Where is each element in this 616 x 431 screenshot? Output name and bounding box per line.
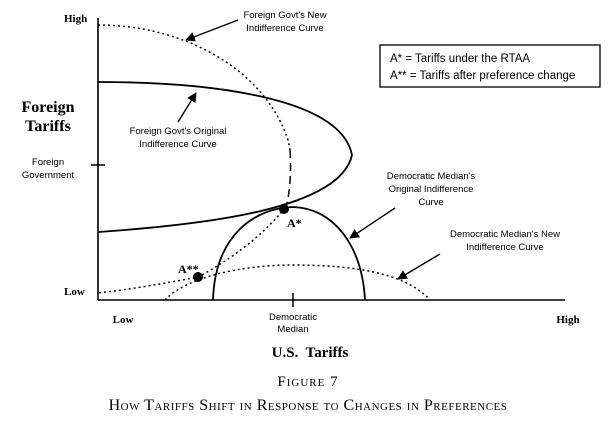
label-democratic-original-line-1: Democratic Median's	[387, 171, 476, 182]
label-foreign-new-line-1: Foreign Govt's New	[243, 10, 326, 21]
label-democratic-new-line-1: Democratic Median's New	[450, 229, 560, 240]
y-axis-tick-foreign-government-line-1: Foreign	[32, 157, 64, 168]
democratic-original-indifference-curve	[212, 206, 366, 301]
label-democratic-new-line-2: Indifference Curve	[466, 242, 543, 253]
arrow-foreign-new	[185, 19, 239, 42]
x-axis-tick-democratic-median-line-1: Democratic	[269, 312, 317, 323]
arrow-democratic-original	[349, 207, 396, 239]
y-axis-tick-high: High	[64, 13, 87, 25]
label-democratic-original-line-3: Curve	[418, 197, 443, 208]
figure-title: How Tariffs Shift in Response to Changes…	[108, 397, 508, 414]
y-axis-title-line-2: Tariffs	[25, 118, 71, 135]
point-a-star	[279, 204, 289, 214]
y-axis-title-line-1: Foreign	[21, 99, 74, 116]
label-foreign-new-line-2: Indifference Curve	[246, 23, 323, 34]
x-axis-tick-high: High	[556, 314, 579, 326]
arrow-democratic-new	[397, 253, 441, 280]
x-axis-tick-democratic-median-line-2: Median	[277, 324, 308, 335]
legend-line-1: A* = Tariffs under the RTAA	[390, 53, 530, 65]
arrow-foreign-original	[177, 92, 197, 123]
label-democratic-original-line-2: Original Indifference	[389, 184, 474, 195]
label-point-a-star: A*	[287, 216, 302, 230]
foreign-new-indifference-curve-lower	[97, 207, 286, 294]
point-a-double-star	[193, 272, 203, 282]
foreign-original-indifference-curve	[97, 81, 353, 233]
y-axis-tick-foreign-government-line-2: Government	[22, 170, 75, 181]
label-foreign-original-line-2: Indifference Curve	[139, 139, 216, 150]
figure-number: Figure 7	[277, 374, 339, 390]
democratic-new-indifference-curve	[164, 264, 431, 301]
legend-line-2: A** = Tariffs after preference change	[390, 70, 575, 82]
x-axis-title: U.S. Tariffs	[272, 345, 349, 361]
foreign-new-indifference-curve-dotted	[97, 24, 291, 151]
label-point-a-double-star: A**	[178, 262, 199, 276]
x-axis-tick-low: Low	[113, 314, 134, 326]
y-axis-tick-low: Low	[64, 286, 85, 298]
legend-box	[379, 44, 601, 88]
foreign-new-indifference-curve-dashed	[284, 149, 292, 209]
label-foreign-original-line-1: Foreign Govt's Original	[130, 126, 227, 137]
